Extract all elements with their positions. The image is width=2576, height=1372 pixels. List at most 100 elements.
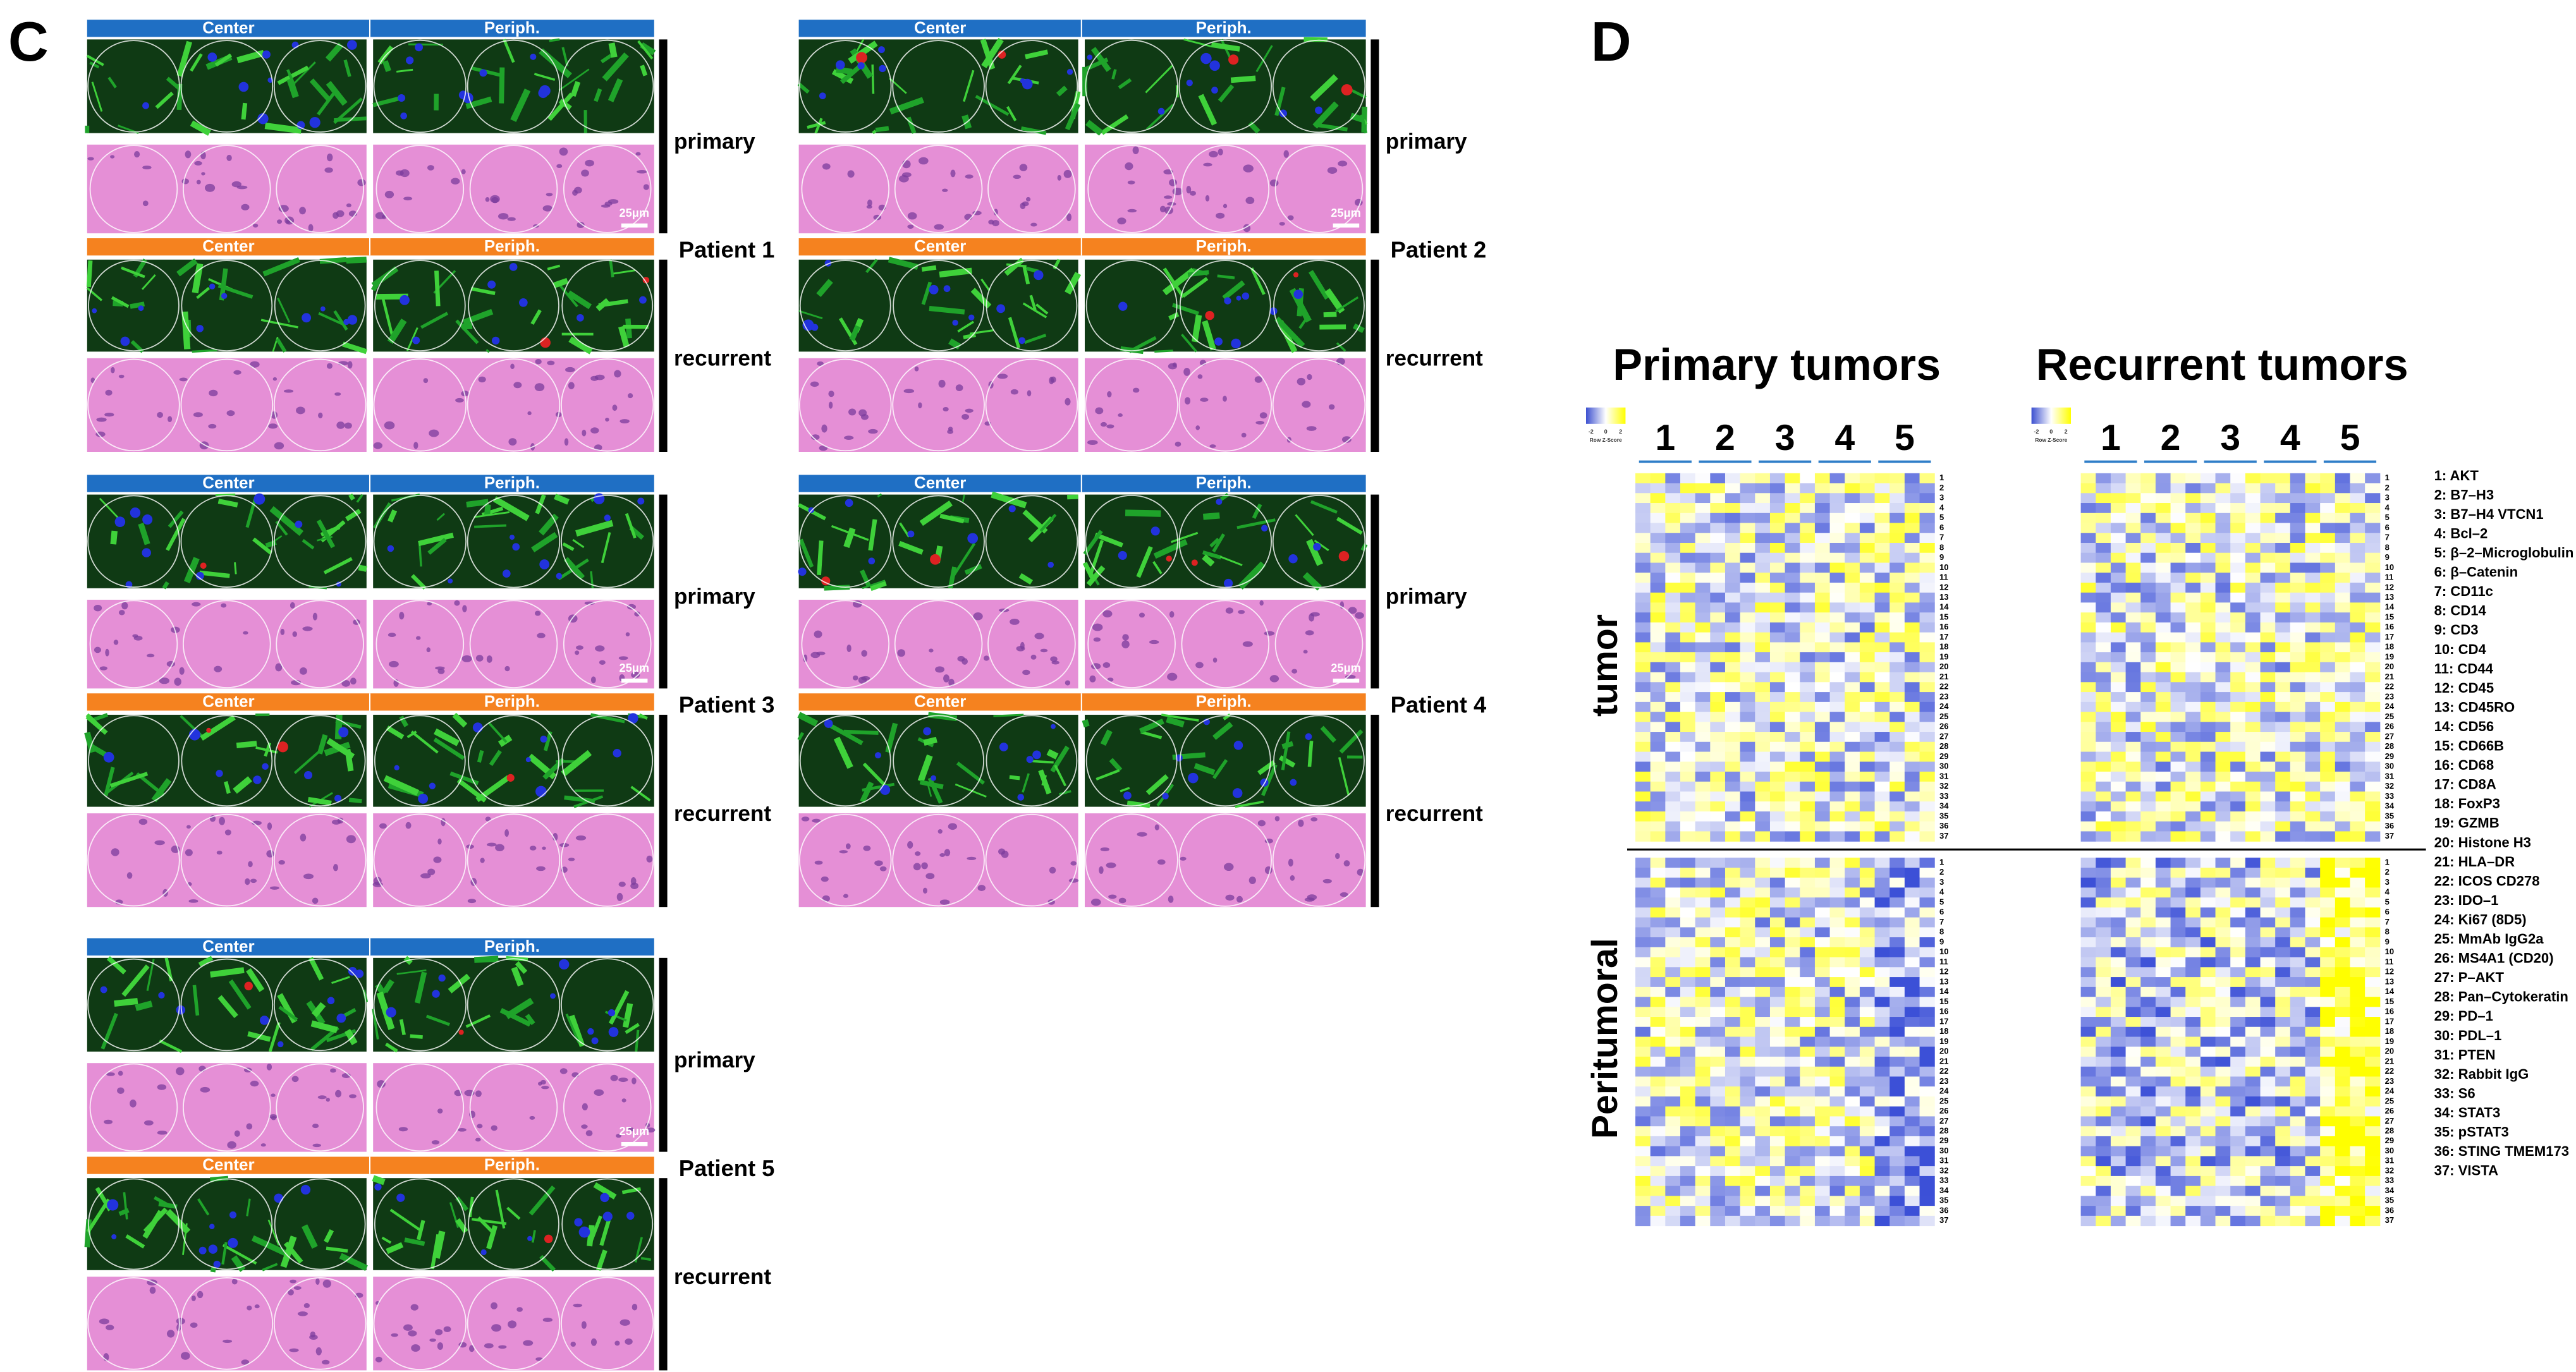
heatmap-cell — [2335, 1186, 2351, 1196]
heatmap-cell — [2080, 562, 2096, 573]
cell — [907, 841, 913, 849]
nucleus — [1047, 561, 1054, 568]
cell — [568, 382, 575, 389]
heatmap-cell — [1710, 622, 1726, 633]
heatmap-cell — [2170, 997, 2186, 1007]
cell — [1034, 633, 1044, 640]
heatmap-cell — [1769, 652, 1786, 663]
heatmap-cell — [2080, 1116, 2096, 1127]
heatmap-cell — [2230, 483, 2246, 494]
fiber — [326, 80, 348, 106]
heatmap-cell — [2215, 937, 2231, 948]
heatmap-cell — [2170, 1146, 2186, 1156]
heatmap-cell — [1710, 1136, 1726, 1147]
heatmap-cell — [2125, 1116, 2141, 1127]
cell — [234, 1130, 240, 1137]
heatmap-cell — [1785, 652, 1800, 663]
fiber — [333, 310, 348, 331]
heatmap-cell — [2185, 967, 2201, 978]
heatmap-cell — [2350, 811, 2365, 822]
heatmap-cell — [1755, 573, 1771, 583]
heatmap-cell — [1904, 831, 1920, 842]
heatmap-cell — [2305, 1076, 2321, 1087]
heatmap-cell — [2365, 897, 2381, 908]
heatmap-cell — [2215, 977, 2231, 988]
fiber — [323, 557, 353, 574]
cell — [391, 1333, 398, 1337]
cell — [508, 1320, 517, 1328]
cell — [413, 442, 418, 449]
heatmap-cell — [1695, 781, 1711, 792]
heatmap-cell — [2125, 552, 2141, 563]
row-number: 19 — [1939, 1036, 1948, 1046]
row-number: 5 — [1939, 897, 1944, 906]
heatmap-cell — [2335, 592, 2351, 603]
heatmap-cell — [2290, 632, 2306, 643]
heatmap-cell — [2096, 967, 2111, 978]
heatmap-cell — [1710, 1047, 1726, 1057]
heatmap-cell — [1859, 632, 1876, 643]
heatmap-cell — [2125, 751, 2141, 762]
cell — [104, 412, 114, 417]
heatmap-cell — [2350, 622, 2365, 633]
marker-label: 9: CD3 — [2434, 622, 2479, 638]
fiber — [607, 78, 623, 102]
heatmap-cell — [1814, 1166, 1831, 1177]
heatmap-cell — [1919, 867, 1935, 878]
heatmap-cell — [1635, 483, 1651, 494]
heatmap-cell — [1904, 1057, 1920, 1067]
fiber — [125, 1234, 145, 1249]
heatmap-cell — [2275, 533, 2291, 543]
heatmap-cell — [1680, 967, 1696, 978]
row-number: 6 — [2385, 907, 2390, 916]
heatmap-cell — [1635, 513, 1651, 524]
heatmap-cell — [1635, 1007, 1651, 1017]
heatmap-cell — [1665, 732, 1681, 743]
heatmap-cell — [1845, 1106, 1860, 1117]
fiber — [310, 1020, 338, 1033]
heatmap-cell — [2365, 542, 2381, 554]
heatmap-cell — [1755, 682, 1771, 693]
heatmap-cell — [2290, 692, 2306, 703]
heatmap-cell — [1904, 867, 1920, 878]
row-number: 8 — [2385, 542, 2390, 552]
heatmap-cell — [2215, 612, 2231, 623]
heatmap-cell — [1650, 652, 1666, 663]
cell — [96, 417, 107, 422]
heatmap-cell — [2245, 473, 2261, 484]
heatmap-cell — [2320, 1156, 2336, 1167]
cell — [1027, 390, 1032, 397]
heatmap-cell — [2260, 1206, 2276, 1217]
cell — [1304, 897, 1315, 902]
heatmap-cell — [1635, 562, 1651, 573]
heatmap-cell — [1650, 1047, 1666, 1057]
heatmap-cell — [2096, 732, 2111, 743]
fiber — [224, 780, 231, 794]
fiber — [452, 712, 468, 728]
fiber — [99, 497, 121, 521]
heatmap-cell — [2185, 1175, 2201, 1187]
heatmap-cell — [2080, 732, 2096, 743]
heatmap-cell — [2096, 772, 2111, 782]
heatmap-cell — [1650, 791, 1666, 802]
heatmap-cell — [2185, 682, 2201, 693]
heatmap-cell — [1845, 1215, 1860, 1227]
heatmap-cell — [2320, 552, 2336, 563]
fiber — [308, 957, 324, 981]
heatmap-cell — [2260, 1007, 2276, 1017]
heatmap-cell — [2335, 762, 2351, 772]
heatmap-cell — [2125, 533, 2141, 543]
fiber — [1202, 550, 1222, 560]
heatmap-cell — [2320, 513, 2336, 524]
heatmap-cell — [2230, 712, 2246, 722]
heatmap-cell — [1800, 772, 1816, 782]
heatmap-cell — [1800, 741, 1816, 753]
cell — [546, 193, 553, 197]
cell — [961, 413, 970, 420]
heatmap-cell — [1814, 562, 1831, 573]
heatmap-cell — [1785, 957, 1800, 968]
row-number: 27 — [2385, 731, 2394, 741]
fiber — [1128, 336, 1157, 353]
heatmap-cell — [2335, 1076, 2351, 1087]
heatmap-cell — [2215, 987, 2231, 998]
